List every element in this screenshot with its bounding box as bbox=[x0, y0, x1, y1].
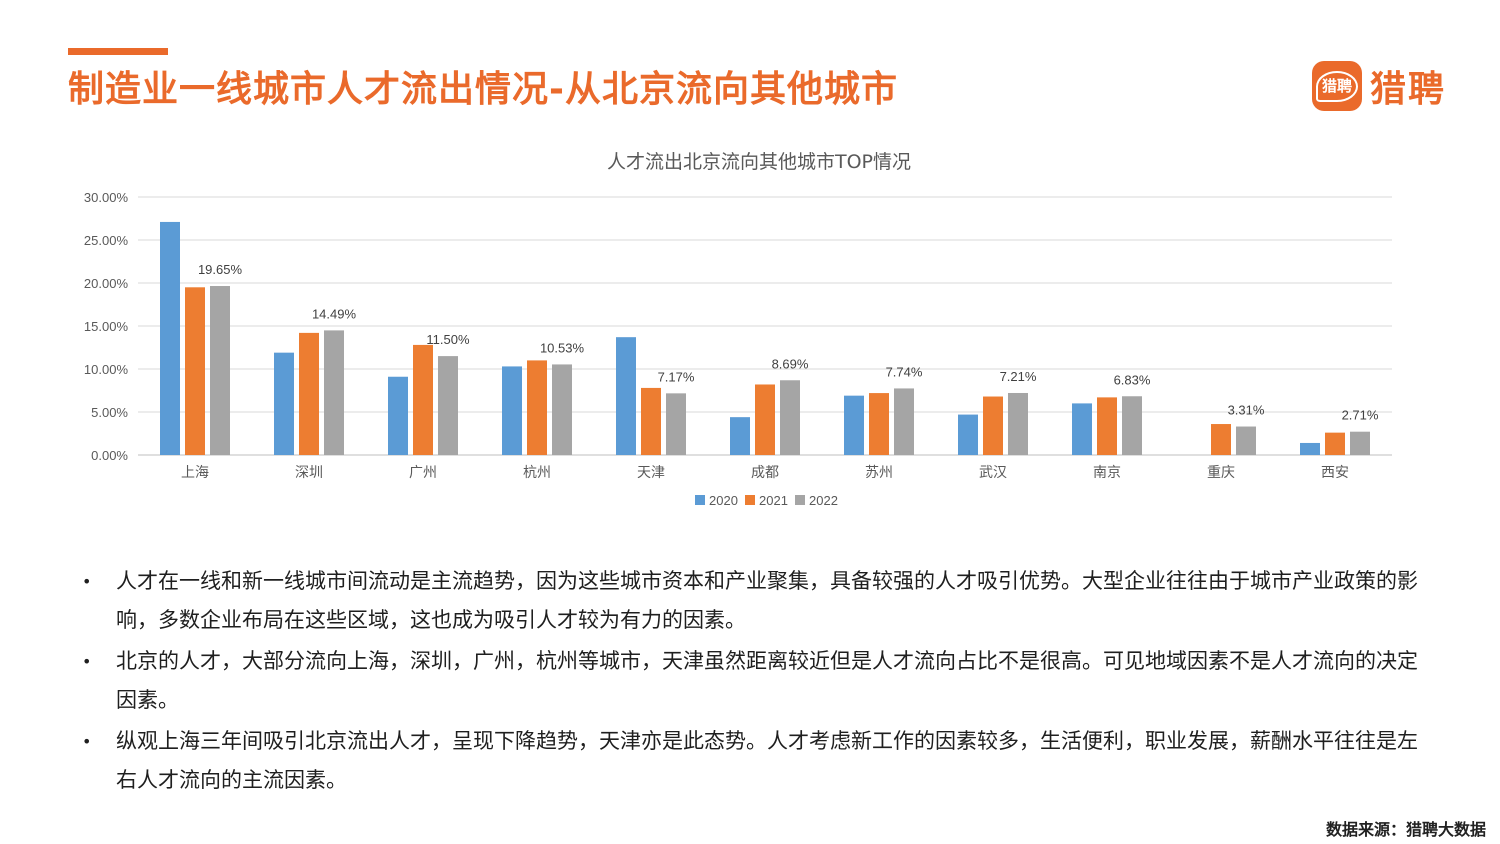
bar-2021 bbox=[1325, 432, 1345, 455]
bar-2020 bbox=[388, 376, 408, 455]
bar-2020 bbox=[274, 352, 294, 455]
x-tick-label: 深圳 bbox=[295, 465, 323, 481]
bar-2020 bbox=[616, 337, 636, 455]
bullet-text: 人才在一线和新一线城市间流动是主流趋势，因为这些城市资本和产业聚集，具备较强的人… bbox=[116, 569, 1418, 632]
data-label: 7.17% bbox=[658, 369, 695, 384]
bullet-text: 北京的人才，大部分流向上海，深圳，广州，杭州等城市，天津虽然距离较近但是人才流向… bbox=[116, 649, 1418, 712]
bar-2021 bbox=[983, 396, 1003, 455]
bar-2020 bbox=[502, 366, 522, 455]
logo-text: 猎聘 bbox=[1370, 69, 1447, 110]
x-tick-label: 南京 bbox=[1093, 465, 1121, 481]
chart-title: 人才流出北京流向其他城市TOP情况 bbox=[607, 151, 911, 173]
x-tick-label: 重庆 bbox=[1207, 465, 1235, 481]
bullet-marker: • bbox=[82, 572, 92, 591]
bar-2022 bbox=[1008, 392, 1028, 455]
y-tick-label: 25.00% bbox=[84, 233, 129, 248]
data-label: 19.65% bbox=[198, 262, 243, 277]
bar-2022 bbox=[894, 388, 914, 455]
bullet-marker: • bbox=[82, 732, 92, 751]
bullet-item: • 纵观上海三年间吸引北京流出人才，呈现下降趋势，天津亦是此态势。人才考虑新工作的… bbox=[80, 722, 1420, 800]
y-tick-label: 5.00% bbox=[91, 405, 128, 420]
bar-2021 bbox=[299, 332, 319, 455]
bar-2021 bbox=[1211, 424, 1231, 455]
bar-2021 bbox=[527, 360, 547, 455]
legend-swatch bbox=[795, 495, 805, 505]
brand-logo: 猎聘 猎聘 bbox=[1312, 60, 1446, 112]
bullet-item: • 人才在一线和新一线城市间流动是主流趋势，因为这些城市资本和产业聚集，具备较强的… bbox=[80, 562, 1420, 640]
legend-label: 2020 bbox=[709, 493, 738, 508]
bar-chart: 人才流出北京流向其他城市TOP情况 0.00% 5.00% 10.00% 15.00% 2… bbox=[84, 151, 1392, 508]
bar-2021 bbox=[185, 287, 205, 455]
x-tick-label: 广州 bbox=[409, 465, 437, 481]
x-tick-label: 成都 bbox=[751, 465, 779, 481]
bullet-item: • 北京的人才，大部分流向上海，深圳，广州，杭州等城市，天津虽然距离较近但是人才流… bbox=[80, 642, 1420, 720]
data-label: 3.31% bbox=[1228, 403, 1265, 418]
bar-2020 bbox=[730, 417, 750, 455]
bar-2020 bbox=[1072, 403, 1092, 455]
data-label: 10.53% bbox=[540, 340, 585, 355]
bullet-marker: • bbox=[82, 652, 92, 671]
bar-2022 bbox=[1236, 426, 1256, 455]
bar-2022 bbox=[1350, 431, 1370, 455]
bar-2022 bbox=[324, 330, 344, 455]
x-tick-label: 武汉 bbox=[979, 465, 1007, 481]
bar-2020 bbox=[1300, 442, 1320, 455]
data-label: 2.71% bbox=[1342, 408, 1379, 423]
bar-2022 bbox=[552, 364, 572, 455]
y-tick-label: 0.00% bbox=[91, 448, 128, 463]
bar-2020 bbox=[958, 414, 978, 455]
x-tick-label: 天津 bbox=[637, 465, 665, 481]
bar-2021 bbox=[1097, 397, 1117, 455]
bar-2021 bbox=[755, 384, 775, 455]
data-label: 8.69% bbox=[772, 356, 809, 371]
legend-label: 2021 bbox=[759, 493, 788, 508]
x-tick-label: 杭州 bbox=[523, 465, 551, 481]
y-tick-label: 20.00% bbox=[84, 276, 129, 291]
logo-mark-text: 猎聘 bbox=[1315, 70, 1358, 102]
bar-2022 bbox=[666, 393, 686, 455]
x-tick-label: 上海 bbox=[181, 465, 209, 481]
x-tick-label: 苏州 bbox=[865, 465, 893, 481]
bar-2020 bbox=[160, 221, 180, 455]
y-tick-label: 30.00% bbox=[84, 190, 129, 205]
y-tick-label: 15.00% bbox=[84, 319, 129, 334]
bar-2022 bbox=[780, 380, 800, 455]
data-label: 11.50% bbox=[426, 332, 470, 347]
legend-swatch bbox=[695, 495, 705, 505]
bar-2021 bbox=[641, 387, 661, 455]
y-tick-label: 10.00% bbox=[84, 362, 129, 377]
title-accent-bar bbox=[68, 48, 168, 55]
data-source: 数据来源：猎聘大数据 bbox=[1325, 820, 1486, 839]
x-tick-label: 西安 bbox=[1321, 465, 1349, 481]
data-label: 6.83% bbox=[1114, 372, 1151, 387]
data-label: 7.74% bbox=[886, 364, 923, 379]
page-title: 制造业一线城市人才流出情况-从北京流向其他城市 bbox=[68, 69, 898, 110]
data-label: 7.21% bbox=[1000, 369, 1037, 384]
legend-swatch bbox=[745, 495, 755, 505]
logo-icon: 猎聘 bbox=[1312, 61, 1362, 111]
bullet-text: 纵观上海三年间吸引北京流出人才，呈现下降趋势，天津亦是此态势。人才考虑新工作的因… bbox=[116, 729, 1418, 792]
bar-2022 bbox=[1122, 396, 1142, 455]
bar-2021 bbox=[413, 344, 433, 455]
data-label: 14.49% bbox=[312, 306, 357, 321]
bar-2021 bbox=[869, 393, 889, 455]
bullet-list: • 人才在一线和新一线城市间流动是主流趋势，因为这些城市资本和产业聚集，具备较强的… bbox=[80, 562, 1420, 802]
bar-2022 bbox=[438, 356, 458, 455]
bar-2022 bbox=[210, 286, 230, 455]
legend-label: 2022 bbox=[809, 493, 838, 508]
bar-2020 bbox=[844, 395, 864, 455]
